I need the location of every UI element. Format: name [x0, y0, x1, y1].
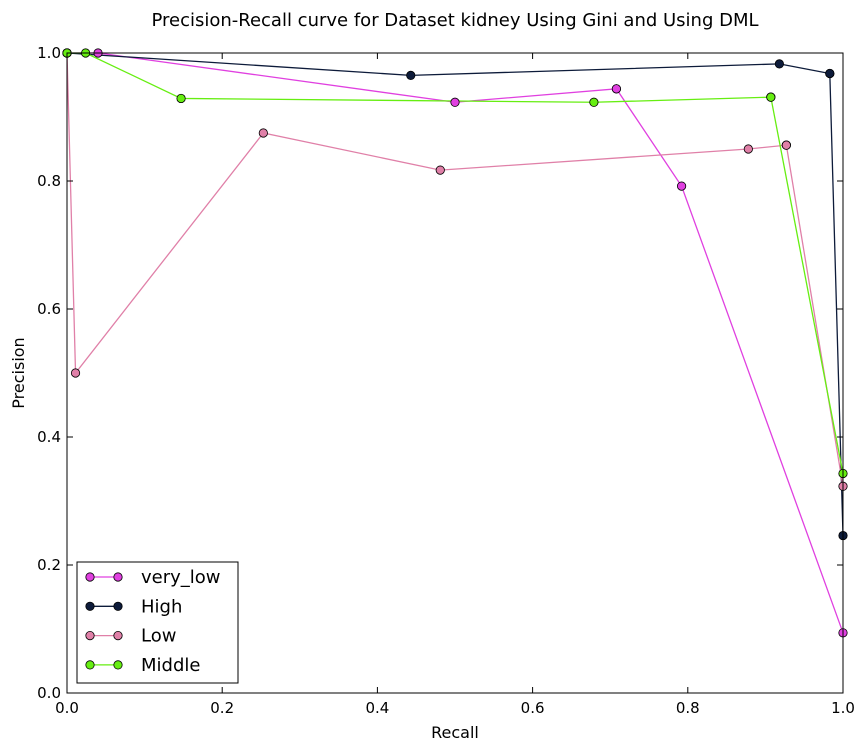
legend-marker-high: [113, 601, 123, 611]
y-tick-label: 1.0: [37, 44, 61, 62]
legend: very_low High Low Middle: [76, 561, 239, 684]
legend-box: [76, 561, 239, 684]
series-point-low: [435, 165, 445, 175]
plot-frame: [66, 52, 844, 694]
legend-label-middle: Middle: [141, 655, 200, 676]
legend-marker-very-low: [85, 572, 95, 582]
legend-marker-low: [85, 630, 95, 641]
x-tick-label: 0.4: [365, 699, 389, 717]
legend-label-low: Low: [141, 626, 176, 647]
series-point-middle: [766, 92, 776, 102]
x-tick-label: 0.0: [55, 699, 79, 717]
series-point-middle: [589, 97, 599, 107]
series-point-very-low: [611, 84, 622, 94]
series-point-high: [825, 68, 835, 79]
y-axis-label: Precision: [9, 337, 28, 408]
y-tick-label: 0.6: [37, 300, 61, 318]
series-point-middle: [176, 93, 186, 104]
legend-marker-low: [113, 630, 123, 641]
plot-markers: [62, 48, 848, 638]
x-tick-label: 0.8: [676, 699, 700, 717]
series-point-high: [774, 59, 784, 69]
y-tick-label: 0.0: [37, 684, 61, 702]
y-tick-label: 0.4: [37, 428, 61, 446]
series-point-low: [70, 368, 81, 378]
x-tick-label: 0.6: [521, 699, 545, 717]
legend-label-high: High: [141, 596, 182, 617]
y-axis-ticks: 0.0 0.2 0.4 0.6 0.8 1.0: [37, 44, 843, 702]
legend-marker-middle: [85, 660, 95, 670]
legend-marker-high: [85, 601, 95, 611]
x-tick-label: 1.0: [831, 699, 855, 717]
chart-title: Precision-Recall curve for Dataset kidne…: [151, 10, 758, 31]
series-point-low: [258, 128, 268, 138]
series-point-low: [781, 140, 791, 150]
series-point-very-low: [450, 97, 460, 107]
x-axis-label: Recall: [431, 723, 479, 742]
legend-label-very-low: very_low: [141, 567, 221, 588]
x-tick-label: 0.2: [210, 699, 234, 717]
y-tick-label: 0.8: [37, 172, 61, 190]
x-axis-ticks: 0.0 0.2 0.4 0.6 0.8 1.0: [55, 53, 855, 717]
series-point-very-low: [676, 181, 687, 191]
legend-marker-very-low: [113, 572, 123, 582]
series-point-low: [743, 144, 753, 154]
series-point-high: [406, 70, 416, 81]
legend-marker-middle: [113, 660, 123, 670]
y-tick-label: 0.2: [37, 556, 61, 574]
